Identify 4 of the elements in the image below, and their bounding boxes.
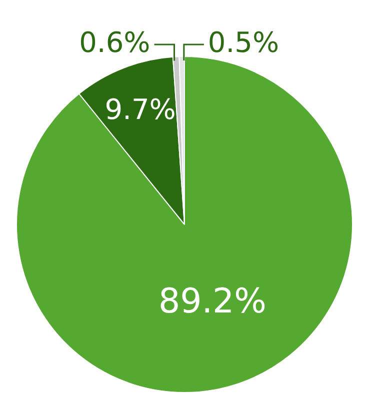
data-label: 9.7%	[104, 93, 176, 126]
data-label: 0.6%	[79, 26, 150, 59]
data-label: 0.5%	[208, 26, 280, 59]
data-label: 89.2%	[158, 282, 266, 322]
